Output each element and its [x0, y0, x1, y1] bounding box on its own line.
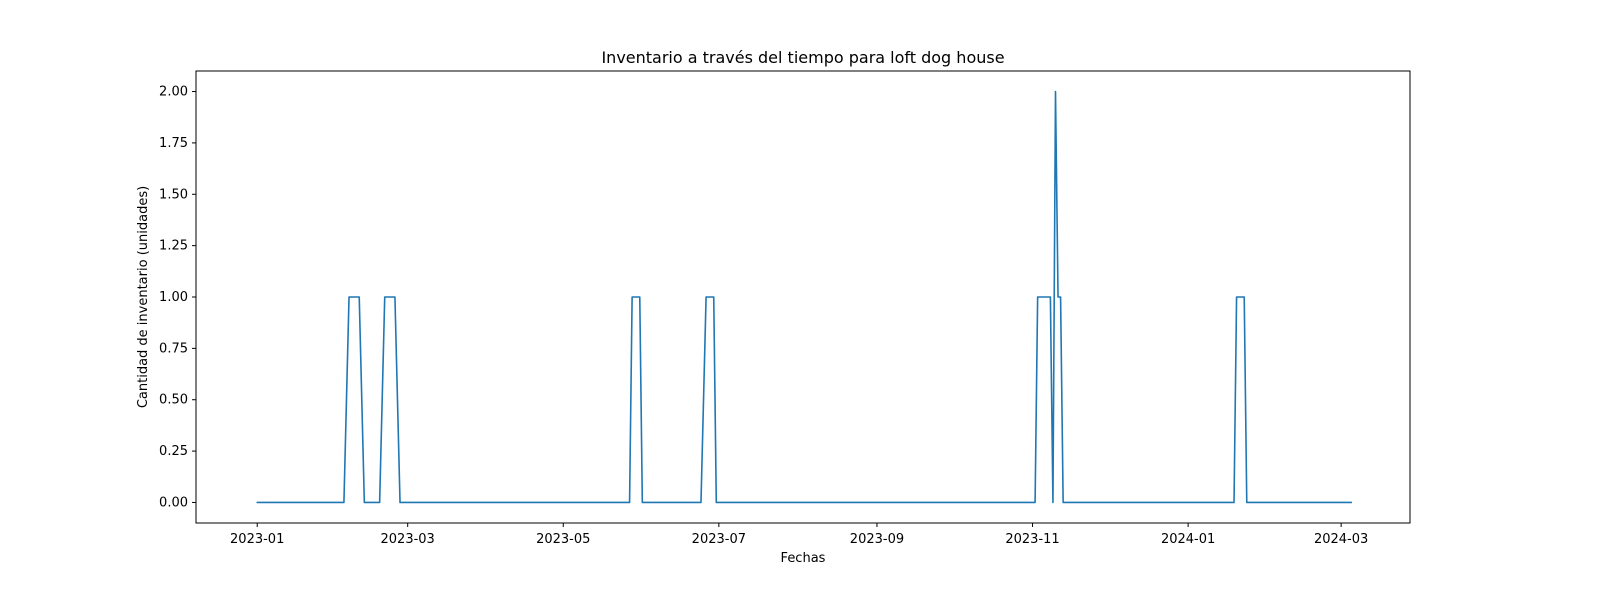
y-tick-label: 1.50	[159, 187, 188, 202]
y-tick-label: 0.25	[159, 444, 188, 459]
plot-frame	[195, 70, 1411, 524]
x-axis-label: Fechas	[781, 551, 826, 566]
x-tick-label: 2024-03	[1314, 532, 1368, 547]
x-tick-label: 2023-11	[1005, 532, 1059, 547]
y-tick-label: 1.00	[159, 290, 188, 305]
y-tick-label: 1.75	[159, 136, 188, 151]
x-tick-label: 2023-05	[536, 532, 590, 547]
series-layer	[256, 90, 1353, 504]
y-tick-label: 0.75	[159, 341, 188, 356]
y-axis-ticks: 0.00 0.25 0.50 0.75 1.00 1.25 1.50 1.75 2.00	[159, 85, 196, 510]
x-tick-label: 2023-09	[850, 532, 904, 547]
x-tick-label: 2023-01	[230, 532, 284, 547]
y-tick-label: 2.00	[159, 85, 188, 100]
x-tick-label: 2023-07	[692, 532, 746, 547]
x-axis-ticks: 2023-01 2023-03 2023-05 2023-07 2023-09 2023-…	[230, 523, 1368, 547]
x-tick-label: 2024-01	[1161, 532, 1215, 547]
y-tick-label: 0.50	[159, 393, 188, 408]
x-tick-label: 2023-03	[381, 532, 435, 547]
chart-title: Inventario a través del tiempo para loft…	[601, 48, 1004, 67]
y-tick-label: 1.25	[159, 239, 188, 254]
series-line-0	[256, 90, 1353, 504]
y-axis-label: Cantidad de inventario (unidades)	[136, 186, 151, 408]
y-tick-label: 0.00	[159, 495, 188, 510]
